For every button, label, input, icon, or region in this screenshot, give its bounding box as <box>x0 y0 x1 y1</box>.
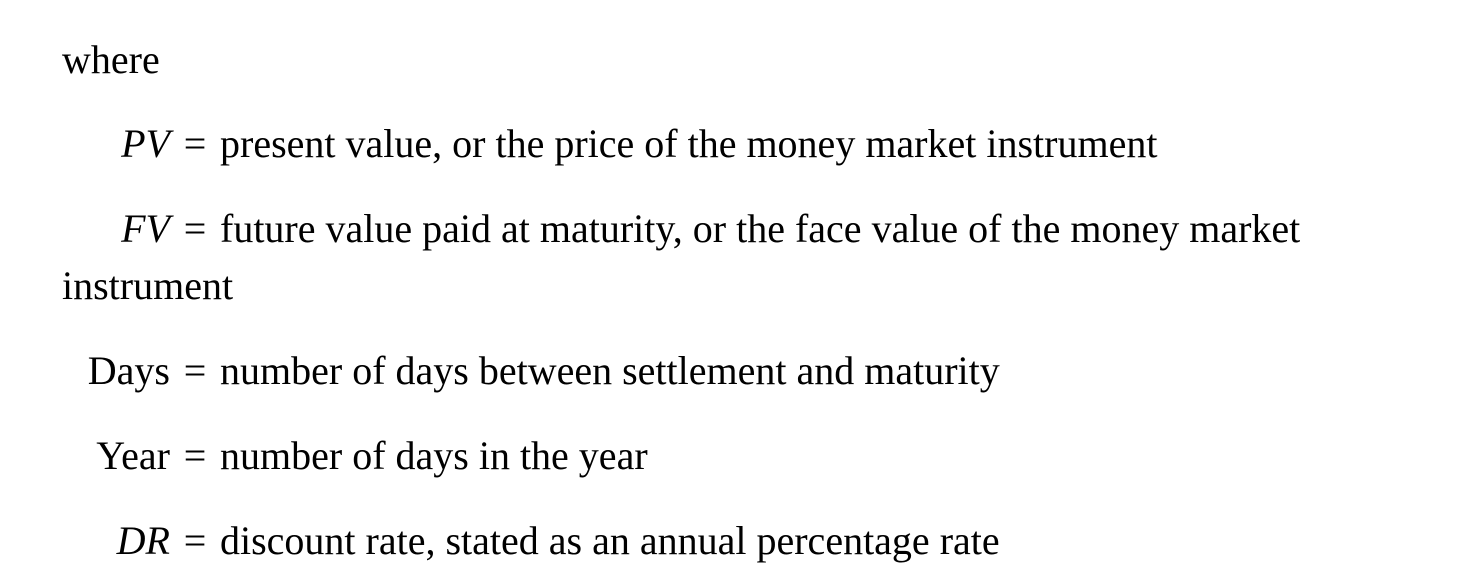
definition-text: number of days in the year <box>220 433 648 478</box>
equals-sign: = <box>183 121 207 166</box>
equals-sign: = <box>183 433 207 478</box>
definition-term: Days <box>87 348 170 393</box>
definition-row-days: Days = number of days between settlement a… <box>0 351 1000 391</box>
definition-term: DR <box>116 518 170 563</box>
definition-continuation: instrument <box>62 263 234 308</box>
definition-row-dr: DR = discount rate, stated as an annual pe… <box>0 521 1000 561</box>
definition-row-fv: FV = future value paid at maturity, or the… <box>0 209 1300 249</box>
definition-row-year: Year = number of days in the year <box>0 433 648 478</box>
definition-text: future value paid at maturity, or the fa… <box>220 206 1301 251</box>
definition-text: number of days between settlement and ma… <box>220 348 1000 393</box>
definition-term: PV <box>121 121 170 166</box>
definition-text: present value, or the price of the money… <box>220 121 1158 166</box>
intro-text: where <box>62 37 160 82</box>
equals-sign: = <box>183 348 207 393</box>
definition-text: discount rate, stated as an annual perce… <box>220 518 1000 563</box>
equals-sign: = <box>183 206 207 251</box>
definition-term: FV <box>121 206 170 251</box>
equals-sign: = <box>183 518 207 563</box>
definition-term: Year <box>96 433 170 478</box>
definition-row-pv: PV = present value, or the price of the mo… <box>0 124 1157 164</box>
